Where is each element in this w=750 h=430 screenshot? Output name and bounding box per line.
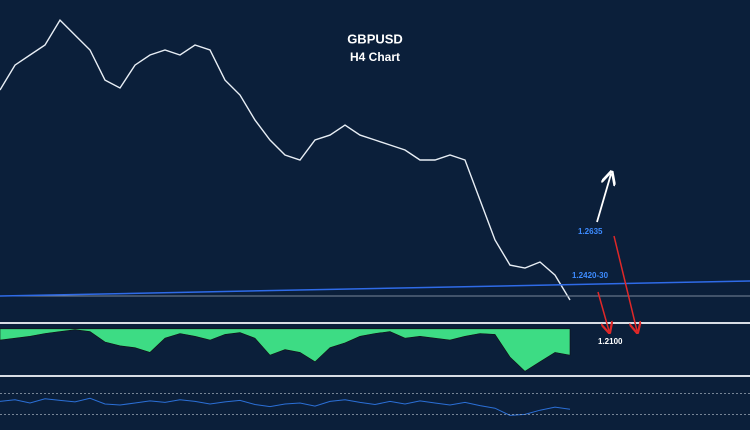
chart-subtitle: H4 Chart: [350, 50, 400, 64]
arrow: [596, 174, 611, 223]
annotation: 1.2635: [578, 227, 603, 236]
annotation: 1.2420-30: [572, 271, 609, 280]
chart-title: GBPUSD: [347, 31, 403, 46]
annotation: 1.2100: [598, 337, 623, 346]
arrow: [613, 235, 637, 331]
price-line: [0, 18, 571, 301]
price-line: [0, 397, 571, 416]
arrow: [597, 291, 609, 331]
histogram-area: [0, 328, 571, 372]
